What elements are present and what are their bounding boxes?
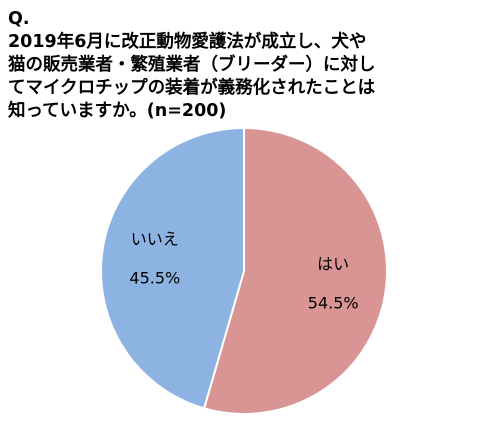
pie-labels: はい 54.5% いいえ 45.5% [129,229,358,312]
pie-slices [100,126,388,415]
chart-title-prefix: Q. [8,9,30,29]
slice-label-yes: はい [317,255,349,274]
chart-title-line-1: Q. 2019年6月に改正動物愛護法が成立し、犬や [8,8,478,54]
chart-title-line-4-text: 知っていますか。(n=200) [8,101,227,121]
chart-title-line-4: 知っていますか。(n=200) [8,100,478,123]
chart-title-line-3-text: てマイクロチップの装着が義務化されたことは [8,78,376,98]
pie-slice-no [100,126,245,410]
slice-value-yes: 54.5% [308,294,359,313]
chart-title-line-2: 猫の販売業者・繁殖業者（ブリーダー）に対し [8,54,478,77]
slice-label-no: いいえ [131,229,179,248]
pie-slice-yes [202,126,388,415]
slice-value-no: 45.5% [129,268,180,287]
chart-title-line-2-text: 猫の販売業者・繁殖業者（ブリーダー）に対し [8,55,376,75]
chart-title-line-3: てマイクロチップの装着が義務化されたことは [8,77,478,100]
chart-title: Q. 2019年6月に改正動物愛護法が成立し、犬や 猫の販売業者・繁殖業者（ブリー… [8,8,478,123]
chart-title-line-1-text: 2019年6月に改正動物愛護法が成立し、犬や [8,32,367,52]
